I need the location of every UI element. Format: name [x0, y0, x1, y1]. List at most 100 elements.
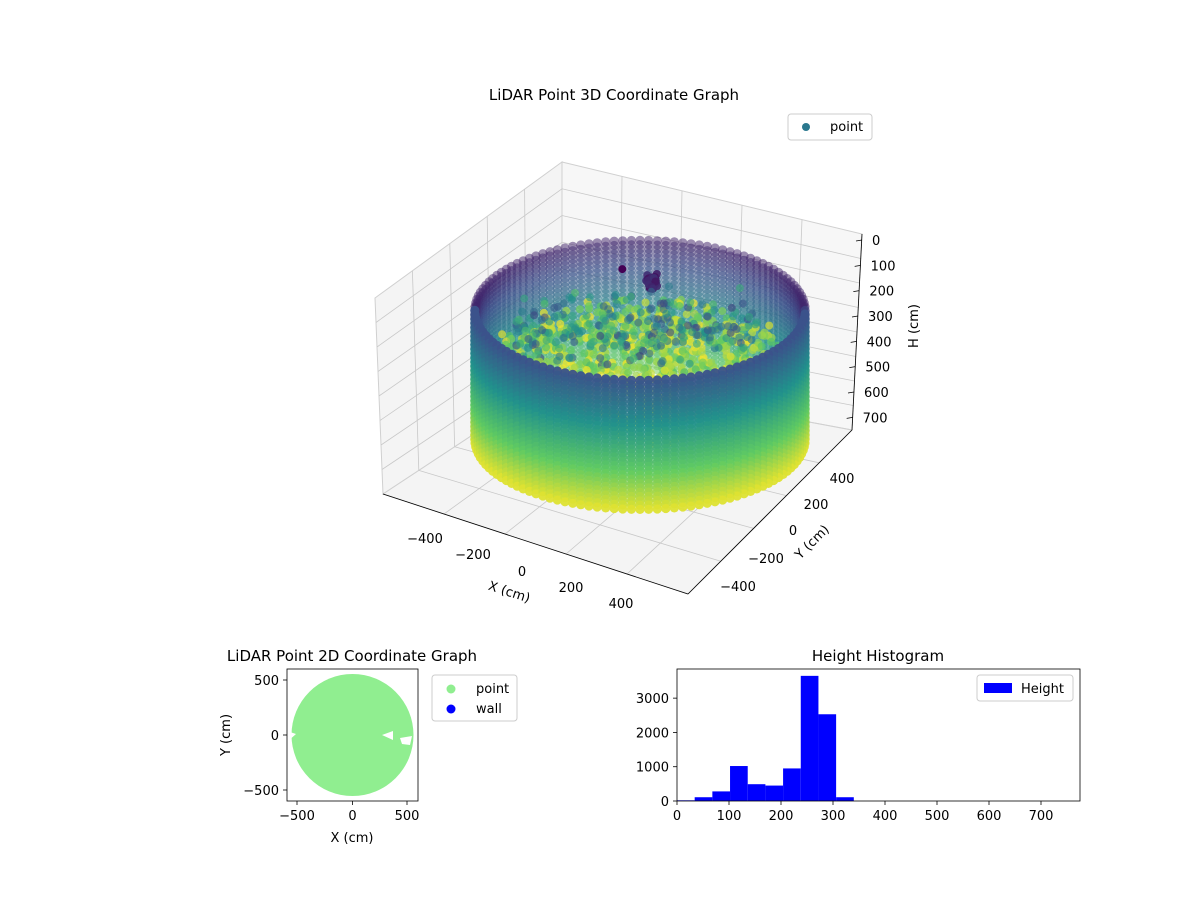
- data-point: [553, 356, 562, 365]
- data-point: [661, 503, 671, 514]
- data-point: [559, 299, 568, 308]
- data-point: [559, 334, 568, 342]
- data-point: [599, 302, 608, 311]
- data-point: [589, 362, 598, 371]
- histogram-bar: [818, 714, 837, 801]
- data-point: [645, 349, 654, 358]
- data-point: [660, 366, 669, 375]
- data-point: [624, 369, 633, 377]
- data-point: [524, 335, 533, 343]
- data-point: [707, 358, 716, 367]
- data-point: [698, 300, 707, 309]
- data-point: [639, 365, 648, 374]
- point-cloud-3d: [470, 235, 810, 514]
- data-point: [732, 325, 741, 334]
- data-point: [556, 320, 565, 328]
- data-point: [566, 346, 575, 355]
- data-point: [533, 350, 542, 359]
- data-point: [531, 340, 540, 348]
- z-tick-label: 500: [865, 361, 890, 376]
- histogram-bar: [694, 797, 713, 801]
- data-point: [646, 305, 654, 314]
- x-tick-label: −400: [407, 532, 443, 547]
- data-point: [678, 502, 688, 512]
- histogram-bars: [677, 675, 854, 801]
- data-point: [649, 328, 658, 337]
- data-point: [659, 299, 668, 308]
- data-point: [565, 353, 574, 362]
- data-point: [626, 504, 637, 514]
- x-tick-label: 400: [609, 597, 634, 612]
- data-point: [636, 308, 645, 317]
- z-axis-label: H (cm): [907, 304, 922, 348]
- legend-marker-point: [446, 684, 456, 694]
- data-point: [726, 328, 735, 337]
- gap-mark: [287, 731, 296, 742]
- y-tick-label: −500: [243, 784, 279, 799]
- data-point: [684, 321, 692, 330]
- z-tick-label: 400: [867, 335, 892, 350]
- data-point: [738, 326, 747, 335]
- data-point: [567, 323, 576, 332]
- data-point: [575, 305, 584, 314]
- data-point: [537, 316, 546, 325]
- data-point: [635, 352, 644, 360]
- data-point: [739, 343, 748, 352]
- data-point: [660, 335, 668, 344]
- data-point: [542, 336, 551, 345]
- data-point: [605, 309, 614, 318]
- plot-frame-hist: [676, 668, 1081, 802]
- data-point: [679, 333, 688, 342]
- x-axis-line: [382, 493, 689, 595]
- x-tick-label: −500: [279, 809, 315, 824]
- data-point: [758, 331, 766, 340]
- data-point: [745, 313, 754, 321]
- data-point: [568, 498, 578, 508]
- data-point: [603, 360, 612, 369]
- histogram-bar: [783, 768, 801, 801]
- y-tick-label: 500: [254, 674, 279, 689]
- y-tick-label: 200: [804, 498, 829, 513]
- data-point: [551, 338, 560, 347]
- data-point: [629, 354, 638, 363]
- z-tick-label: 200: [869, 285, 894, 300]
- data-point: [530, 311, 539, 320]
- data-point: [686, 298, 695, 307]
- data-point: [726, 338, 735, 347]
- data-point: [568, 332, 577, 341]
- data-point: [523, 343, 532, 352]
- data-point: [592, 502, 602, 512]
- z-axis-line: [851, 233, 863, 431]
- data-point: [545, 493, 555, 503]
- data-point: [585, 293, 594, 302]
- data-point: [512, 317, 521, 326]
- data-point: [618, 504, 628, 514]
- data-point: [724, 322, 733, 331]
- histogram-bar: [800, 675, 819, 801]
- data-point: [657, 341, 665, 350]
- data-point: [644, 504, 654, 514]
- data-point: [616, 342, 625, 351]
- x-axis-label: X (cm): [486, 579, 532, 607]
- data-point: [596, 354, 605, 363]
- legend-label: point: [476, 682, 509, 697]
- data-point: [518, 307, 526, 316]
- data-point: [702, 498, 712, 508]
- data-point: [767, 337, 776, 346]
- data-point: [598, 344, 607, 353]
- data-point: [507, 334, 516, 343]
- data-point: [726, 352, 735, 361]
- data-point: [560, 497, 570, 507]
- data-point: [666, 328, 675, 337]
- legend-marker: [802, 123, 810, 131]
- data-point: [545, 317, 554, 326]
- data-point: [686, 501, 696, 511]
- data-point: [682, 310, 691, 319]
- chart-histogram: Height Histogram 0 100 200 300 400 500 600 7000…: [636, 647, 1081, 824]
- data-point: [601, 503, 611, 513]
- data-point: [621, 307, 630, 316]
- data-point: [598, 309, 607, 318]
- y-axis-line: [687, 429, 853, 595]
